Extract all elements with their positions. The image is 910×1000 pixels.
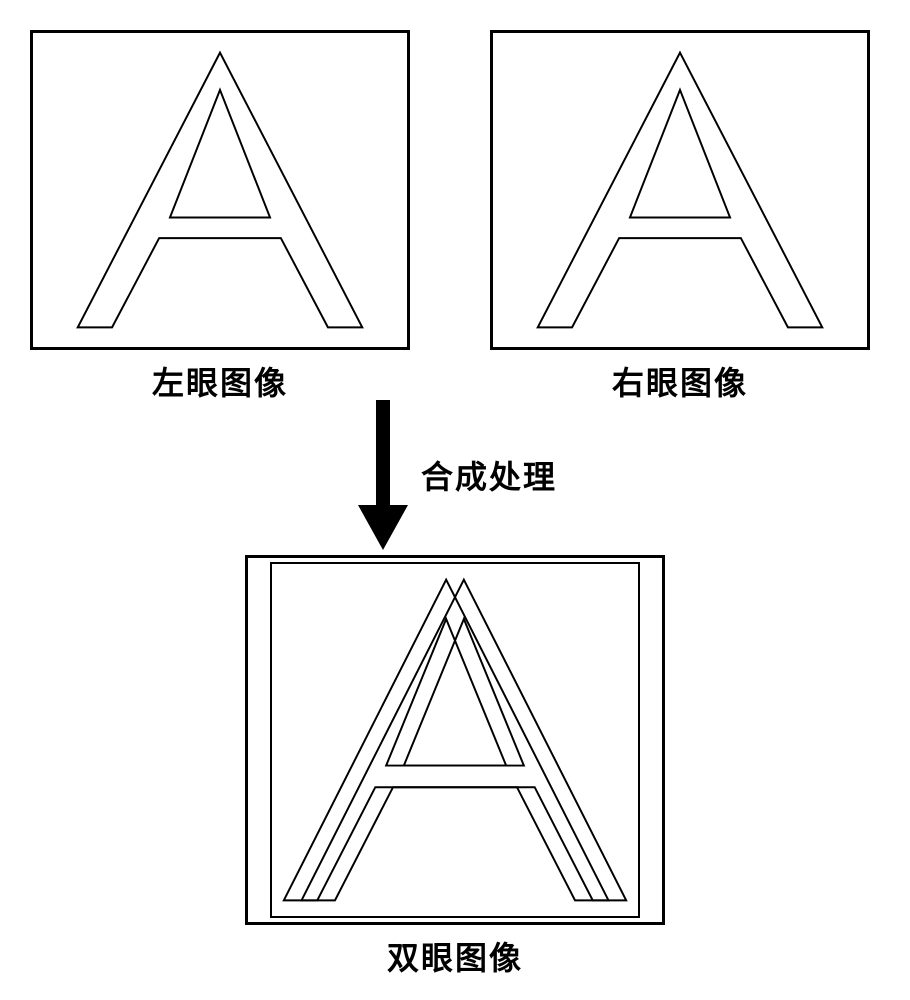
right-eye-caption: 右眼图像 (490, 358, 870, 404)
combined-image-box: 双眼图像 (245, 555, 665, 979)
left-eye-letter-a (33, 33, 407, 347)
left-eye-caption: 左眼图像 (30, 358, 410, 404)
down-arrow-icon (353, 400, 413, 550)
right-eye-image-box: 右眼图像 (490, 30, 870, 404)
combined-image-section: 双眼图像 (245, 555, 665, 979)
right-eye-frame (490, 30, 870, 350)
arrow-section: 合成处理 (353, 400, 557, 550)
combined-caption: 双眼图像 (245, 933, 665, 979)
combined-frame (245, 555, 665, 925)
combined-letter-a (248, 558, 662, 922)
left-eye-frame (30, 30, 410, 350)
right-eye-letter-a (493, 33, 867, 347)
arrow-label: 合成处理 (421, 452, 557, 498)
left-eye-image-box: 左眼图像 (30, 30, 410, 404)
top-row: 左眼图像 右眼图像 (0, 0, 910, 404)
